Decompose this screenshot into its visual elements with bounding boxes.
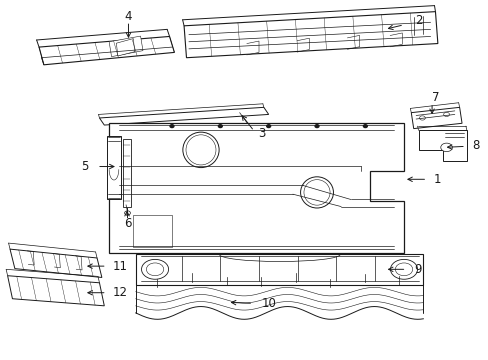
Text: 10: 10 xyxy=(261,297,276,310)
Polygon shape xyxy=(8,276,104,306)
Text: 4: 4 xyxy=(124,10,132,23)
Text: 8: 8 xyxy=(472,139,479,152)
Circle shape xyxy=(363,125,366,127)
Circle shape xyxy=(141,260,168,279)
Text: 7: 7 xyxy=(431,91,438,104)
Circle shape xyxy=(394,263,412,276)
Text: 12: 12 xyxy=(113,286,128,299)
Ellipse shape xyxy=(304,180,329,205)
Ellipse shape xyxy=(300,177,333,208)
Polygon shape xyxy=(39,36,174,65)
Circle shape xyxy=(314,125,318,127)
Text: 3: 3 xyxy=(257,127,264,140)
Text: 9: 9 xyxy=(414,263,421,276)
Polygon shape xyxy=(418,130,466,161)
Polygon shape xyxy=(99,107,268,125)
Polygon shape xyxy=(10,249,102,278)
Text: 6: 6 xyxy=(123,217,131,230)
Polygon shape xyxy=(136,255,423,284)
Polygon shape xyxy=(133,215,172,247)
Text: 5: 5 xyxy=(81,160,89,173)
Circle shape xyxy=(146,263,163,276)
Circle shape xyxy=(419,116,425,120)
Text: 11: 11 xyxy=(113,260,128,273)
Polygon shape xyxy=(410,107,461,129)
Text: 1: 1 xyxy=(433,173,441,186)
Ellipse shape xyxy=(183,132,219,168)
Circle shape xyxy=(266,125,270,127)
Circle shape xyxy=(124,211,130,215)
Text: 2: 2 xyxy=(414,14,422,27)
Circle shape xyxy=(170,125,174,127)
Polygon shape xyxy=(106,136,121,199)
Polygon shape xyxy=(109,123,403,253)
Circle shape xyxy=(218,125,222,127)
Ellipse shape xyxy=(185,135,216,165)
Polygon shape xyxy=(116,39,135,56)
Polygon shape xyxy=(183,12,437,58)
Circle shape xyxy=(390,260,417,279)
Circle shape xyxy=(440,143,451,152)
Polygon shape xyxy=(122,139,131,207)
Polygon shape xyxy=(109,36,142,57)
Circle shape xyxy=(443,112,448,117)
